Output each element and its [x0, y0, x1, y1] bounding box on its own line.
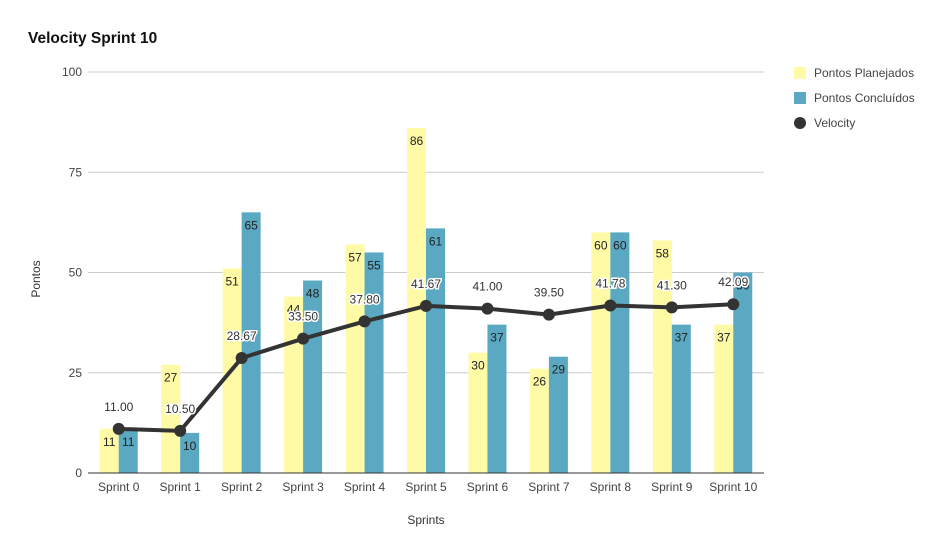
bar-completed[interactable] [118, 428, 138, 473]
data-labels: 11 11 27 10 51 65 44 48 57 55 86 61 30 37 26 29 60 60 58 37… [103, 134, 750, 453]
velocity-point[interactable] [235, 352, 248, 365]
bar-completed[interactable] [548, 356, 568, 473]
chart-title: Velocity Sprint 10 [28, 30, 157, 47]
velocity-point[interactable] [665, 301, 678, 314]
x-axis-title: Sprints [407, 513, 444, 527]
y-tick-label: 75 [69, 165, 83, 179]
data-label-velocity: 41.30 [657, 278, 687, 292]
x-tick-label: Sprint 6 [467, 480, 509, 494]
data-label-planned: 26 [533, 375, 547, 389]
data-label-velocity: 33.50 [288, 310, 318, 324]
bar-completed[interactable] [671, 324, 691, 473]
data-label-velocity: 11.00 [104, 400, 133, 414]
y-tick-label: 0 [75, 466, 82, 480]
bar-completed[interactable] [180, 432, 200, 473]
data-label-completed: 10 [183, 439, 197, 453]
legend-swatch [794, 92, 806, 104]
data-label-planned: 60 [594, 238, 608, 252]
x-tick-label: Sprint 4 [344, 480, 386, 494]
data-label-planned: 11 [103, 435, 116, 449]
bar-planned[interactable] [714, 324, 734, 473]
legend-label: Pontos Planejados [814, 66, 914, 80]
axes: 0 25 50 75 100 Sprint 0 Sprint 1 Sprint 2 Sprint… [62, 65, 764, 494]
data-label-planned: 30 [471, 359, 485, 373]
legend-item[interactable]: Pontos Planejados [794, 66, 914, 80]
velocity-point[interactable] [174, 424, 187, 437]
data-label-planned: 86 [410, 134, 424, 148]
data-label-planned: 51 [225, 274, 239, 288]
bar-completed[interactable] [241, 212, 261, 473]
x-tick-label: Sprint 7 [528, 480, 570, 494]
y-tick-label: 50 [69, 266, 83, 280]
data-label-planned: 57 [348, 250, 362, 264]
legend-label: Velocity [814, 116, 855, 130]
data-label-velocity: 28.67 [227, 329, 257, 343]
data-label-velocity: 39.50 [534, 286, 564, 300]
data-label-completed: 60 [613, 238, 627, 252]
data-label-velocity: 42.09 [718, 275, 748, 289]
bar-planned[interactable] [345, 244, 365, 473]
x-tick-label: Sprint 9 [651, 480, 693, 494]
legend[interactable]: Pontos Planejados Pontos Concluídos Veloci… [794, 66, 915, 130]
velocity-point[interactable] [112, 422, 125, 435]
data-label-velocity: 10.50 [165, 402, 195, 416]
legend-swatch-dot [794, 117, 806, 129]
x-tick-label: Sprint 2 [221, 480, 263, 494]
bar-planned[interactable] [652, 240, 672, 473]
bar-planned[interactable] [529, 368, 549, 473]
data-label-velocity: 37.80 [350, 292, 380, 306]
bar-completed[interactable] [487, 324, 507, 473]
data-label-completed: 50 [736, 279, 750, 293]
bar-completed[interactable] [610, 232, 630, 473]
bar-completed[interactable] [303, 280, 323, 473]
data-label-completed: 11 [122, 435, 135, 449]
bar-planned[interactable] [591, 232, 611, 473]
velocity-point[interactable] [727, 298, 740, 311]
data-label-completed: 61 [429, 234, 443, 248]
bar-completed[interactable] [426, 228, 445, 473]
bar-completed[interactable] [364, 252, 384, 473]
x-tick-label: Sprint 0 [98, 480, 140, 494]
x-tick-label: Sprint 3 [282, 480, 324, 494]
velocity-point[interactable] [358, 315, 371, 328]
data-label-velocity: 41.00 [472, 280, 502, 294]
velocity-point[interactable] [481, 302, 494, 315]
legend-swatch [794, 67, 806, 79]
bars [99, 128, 753, 474]
bar-planned[interactable] [99, 428, 119, 473]
x-tick-label: Sprint 10 [709, 480, 757, 494]
bar-planned[interactable] [468, 352, 488, 473]
data-label-velocity: 41.67 [411, 277, 441, 291]
data-label-planned: 58 [656, 246, 670, 260]
y-axis-title: Pontos [29, 260, 43, 297]
velocity-point[interactable] [604, 299, 617, 312]
y-tick-label: 100 [62, 65, 82, 79]
data-label-completed: 65 [244, 218, 258, 232]
data-label-completed: 29 [552, 363, 566, 377]
data-label-planned: 37 [717, 331, 731, 345]
data-label-velocity: 41.78 [595, 276, 625, 290]
data-label-completed: 55 [367, 258, 381, 272]
velocity-point[interactable] [420, 299, 432, 312]
data-label-completed: 37 [675, 331, 689, 345]
velocity-point[interactable] [297, 332, 310, 345]
legend-item[interactable]: Pontos Concluídos [794, 91, 915, 105]
data-label-completed: 48 [306, 287, 320, 301]
legend-label: Pontos Concluídos [814, 91, 915, 105]
bar-planned[interactable] [161, 364, 181, 473]
bar-planned[interactable] [407, 128, 426, 473]
velocity-point[interactable] [542, 308, 555, 321]
velocity-line-layer [112, 298, 740, 437]
legend-item[interactable]: Velocity [794, 116, 855, 130]
bar-completed[interactable] [733, 272, 753, 474]
x-tick-label: Sprint 5 [405, 480, 447, 494]
x-tick-label: Sprint 1 [160, 480, 202, 494]
data-label-planned: 44 [287, 303, 301, 317]
data-label-completed: 37 [490, 331, 504, 345]
y-tick-label: 25 [69, 366, 83, 380]
data-label-planned: 27 [164, 371, 178, 385]
x-tick-label: Sprint 8 [590, 480, 632, 494]
